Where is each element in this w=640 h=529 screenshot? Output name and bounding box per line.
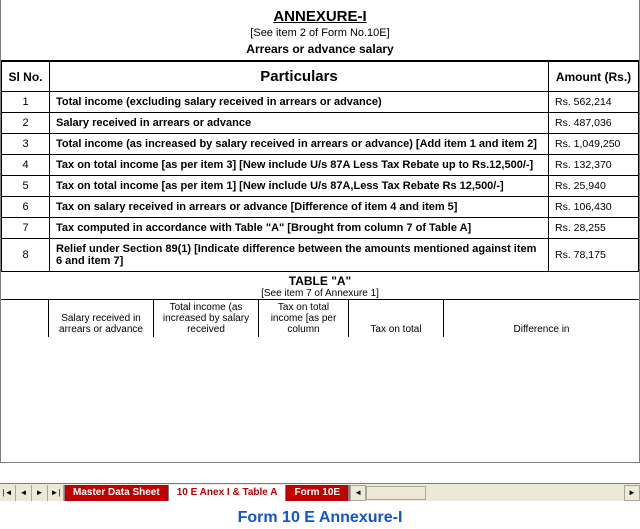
row-amount: Rs. 28,255: [549, 218, 639, 239]
scroll-left-icon[interactable]: ◄: [350, 485, 366, 501]
table-row: 6 Tax on salary received in arrears or a…: [2, 197, 639, 218]
col-header-particulars: Particulars: [50, 62, 549, 92]
sheet-tab-anex[interactable]: 10 E Anex I & Table A: [169, 485, 287, 501]
row-amount: Rs. 487,036: [549, 113, 639, 134]
table-row: 5 Tax on total income [as per item 1] [N…: [2, 176, 639, 197]
table-a-col: Tax on total: [349, 300, 444, 337]
col-header-slno: Sl No.: [2, 62, 50, 92]
col-header-amount: Amount (Rs.): [549, 62, 639, 92]
row-amount: Rs. 1,049,250: [549, 134, 639, 155]
sheet-tab-bar: |◄ ◄ ► ►| Master Data Sheet 10 E Anex I …: [0, 483, 640, 501]
section-title: Arrears or advance salary: [1, 42, 639, 56]
table-row: 3 Total income (as increased by salary r…: [2, 134, 639, 155]
horizontal-scrollbar[interactable]: ◄ ►: [349, 485, 640, 501]
table-a-col: Salary received in arrears or advance: [49, 300, 154, 337]
row-slno: 2: [2, 113, 50, 134]
table-row: 7 Tax computed in accordance with Table …: [2, 218, 639, 239]
row-particular: Total income (as increased by salary rec…: [50, 134, 549, 155]
form-reference: [See item 2 of Form No.10E]: [1, 27, 639, 39]
scroll-thumb[interactable]: [366, 486, 426, 500]
table-row: 8 Relief under Section 89(1) [Indicate d…: [2, 239, 639, 272]
row-slno: 4: [2, 155, 50, 176]
row-slno: 5: [2, 176, 50, 197]
table-a-title: TABLE "A": [1, 272, 639, 288]
table-row: 1 Total income (excluding salary receive…: [2, 92, 639, 113]
row-particular: Relief under Section 89(1) [Indicate dif…: [50, 239, 549, 272]
row-slno: 7: [2, 218, 50, 239]
sheet-tab-master[interactable]: Master Data Sheet: [65, 485, 169, 501]
table-a-col: Difference in: [444, 300, 639, 337]
row-amount: Rs. 562,214: [549, 92, 639, 113]
table-a-subtitle: [See item 7 of Annexure 1]: [1, 288, 639, 300]
row-slno: 3: [2, 134, 50, 155]
row-particular: Tax on total income [as per item 3] [New…: [50, 155, 549, 176]
row-slno: 1: [2, 92, 50, 113]
tab-nav-buttons: |◄ ◄ ► ►|: [0, 485, 65, 501]
table-a-col: Total income (as increased by salary rec…: [154, 300, 259, 337]
row-particular: Tax computed in accordance with Table "A…: [50, 218, 549, 239]
row-slno: 6: [2, 197, 50, 218]
row-amount: Rs. 106,430: [549, 197, 639, 218]
document-header: ANNEXURE-I [See item 2 of Form No.10E] A…: [1, 0, 639, 61]
row-amount: Rs. 25,940: [549, 176, 639, 197]
row-particular: Tax on salary received in arrears or adv…: [50, 197, 549, 218]
scroll-right-icon[interactable]: ►: [624, 485, 640, 501]
row-particular: Total income (excluding salary received …: [50, 92, 549, 113]
table-a-blank: [1, 300, 49, 337]
annexure-title: ANNEXURE-I: [1, 8, 639, 25]
row-particular: Tax on total income [as per item 1] [New…: [50, 176, 549, 197]
table-a-col: Tax on total income [as per column: [259, 300, 349, 337]
row-slno: 8: [2, 239, 50, 272]
table-row: 2 Salary received in arrears or advance …: [2, 113, 639, 134]
table-row: 4 Tax on total income [as per item 3] [N…: [2, 155, 639, 176]
table-a-column-row: Salary received in arrears or advance To…: [1, 300, 639, 337]
tab-nav-prev-icon[interactable]: ◄: [16, 485, 32, 501]
tab-nav-next-icon[interactable]: ►: [32, 485, 48, 501]
sheet-tab-form10e[interactable]: Form 10E: [286, 485, 349, 501]
worksheet-area: ANNEXURE-I [See item 2 of Form No.10E] A…: [0, 0, 640, 463]
row-amount: Rs. 132,370: [549, 155, 639, 176]
row-amount: Rs. 78,175: [549, 239, 639, 272]
particulars-table: Sl No. Particulars Amount (Rs.) 1 Total …: [1, 61, 639, 272]
tab-nav-first-icon[interactable]: |◄: [0, 485, 16, 501]
tab-nav-last-icon[interactable]: ►|: [48, 485, 64, 501]
row-particular: Salary received in arrears or advance: [50, 113, 549, 134]
page-footer-title: Form 10 E Annexure-I: [0, 509, 640, 527]
